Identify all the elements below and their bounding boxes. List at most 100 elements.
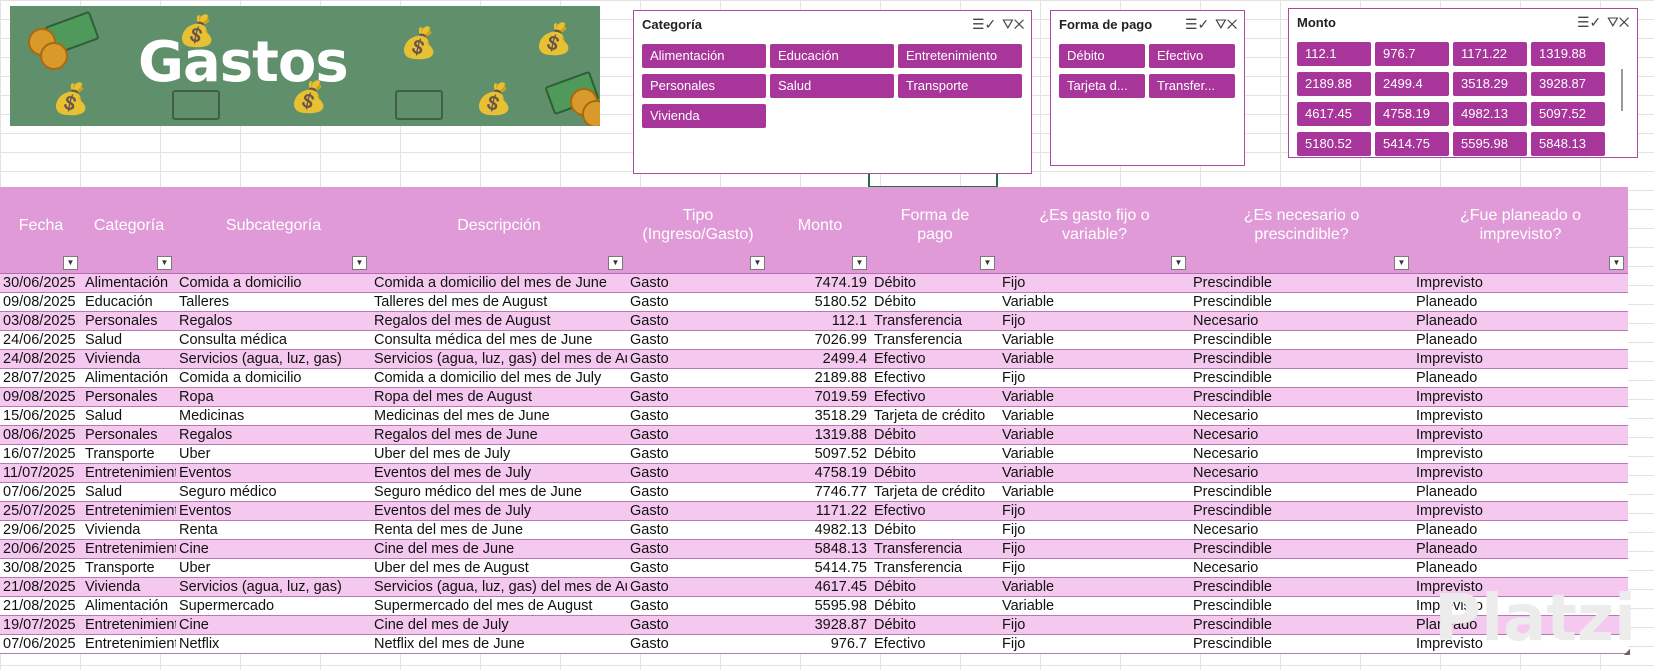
cell-tipo[interactable]: Gasto xyxy=(630,636,669,652)
cell-es-necesario-o[interactable]: Prescindible xyxy=(1193,617,1272,633)
cell-subcategoria[interactable]: Ropa xyxy=(179,389,214,405)
cell-es-gasto-fijo-o[interactable]: Fijo xyxy=(1002,313,1026,329)
cell-fecha[interactable]: 15/06/2025 xyxy=(3,408,76,424)
cell-es-necesario-o[interactable]: Prescindible xyxy=(1193,636,1272,652)
cell-subcategoria[interactable]: Renta xyxy=(179,522,218,538)
multiselect-icon[interactable]: ☰✓ xyxy=(972,16,997,32)
cell-tipo[interactable]: Gasto xyxy=(630,465,669,481)
cell-descripcion[interactable]: Supermercado del mes de August xyxy=(374,598,593,614)
cell-tipo[interactable]: Gasto xyxy=(630,408,669,424)
cell-monto[interactable]: 1319.88 xyxy=(814,427,867,443)
cell-fecha[interactable]: 09/08/2025 xyxy=(3,389,76,405)
cell-forma-de[interactable]: Débito xyxy=(874,427,916,443)
column-header-forma-de[interactable]: Forma de pago xyxy=(871,187,999,273)
cell-tipo[interactable]: Gasto xyxy=(630,313,669,329)
cell-categoria[interactable]: Entretenimiento xyxy=(85,636,176,652)
cell-fue-planeado-o[interactable]: Imprevisto xyxy=(1416,351,1483,367)
column-header-es-necesario-o[interactable]: ¿Es necesario o prescindible? xyxy=(1190,187,1413,273)
cell-forma-de[interactable]: Débito xyxy=(874,579,916,595)
cell-categoria[interactable]: Personales xyxy=(85,313,158,329)
cell-descripcion[interactable]: Uber del mes de July xyxy=(374,446,511,462)
cell-subcategoria[interactable]: Comida a domicilio xyxy=(179,370,302,386)
cell-forma-de[interactable]: Débito xyxy=(874,294,916,310)
cell-forma-de[interactable]: Efectivo xyxy=(874,389,926,405)
cell-fue-planeado-o[interactable]: Planeado xyxy=(1416,484,1478,500)
cell-es-gasto-fijo-o[interactable]: Fijo xyxy=(1002,522,1026,538)
cell-subcategoria[interactable]: Eventos xyxy=(179,465,232,481)
cell-es-gasto-fijo-o[interactable]: Variable xyxy=(1002,598,1055,614)
slicer-item-monto[interactable]: 5414.75 xyxy=(1375,132,1449,156)
cell-monto[interactable]: 5595.98 xyxy=(814,598,867,614)
cell-es-gasto-fijo-o[interactable]: Variable xyxy=(1002,579,1055,595)
slicer-item-monto[interactable]: 2499.4 xyxy=(1375,72,1449,96)
cell-fecha[interactable]: 09/08/2025 xyxy=(3,294,76,310)
cell-monto[interactable]: 7746.77 xyxy=(814,484,867,500)
cell-subcategoria[interactable]: Eventos xyxy=(179,503,232,519)
filter-dropdown-icon[interactable]: ▼ xyxy=(750,256,765,270)
cell-descripcion[interactable]: Cine del mes de July xyxy=(374,617,509,633)
cell-fecha[interactable]: 30/08/2025 xyxy=(3,560,76,576)
cell-es-necesario-o[interactable]: Prescindible xyxy=(1193,484,1272,500)
cell-subcategoria[interactable]: Consulta médica xyxy=(179,332,287,348)
slicer-item-transporte[interactable]: Transporte xyxy=(898,74,1022,98)
cell-monto[interactable]: 976.7 xyxy=(830,636,867,652)
cell-fecha[interactable]: 07/06/2025 xyxy=(3,636,76,652)
clear-filter-icon[interactable]: ⛛✕ xyxy=(1215,16,1238,32)
cell-tipo[interactable]: Gasto xyxy=(630,275,669,291)
cell-es-necesario-o[interactable]: Prescindible xyxy=(1193,294,1272,310)
cell-descripcion[interactable]: Servicios (agua, luz, gas) del mes de Au… xyxy=(374,351,627,367)
cell-tipo[interactable]: Gasto xyxy=(630,351,669,367)
cell-descripcion[interactable]: Eventos del mes de July xyxy=(374,465,532,481)
cell-fue-planeado-o[interactable]: Imprevisto xyxy=(1416,503,1483,519)
slicer-item-vivienda[interactable]: Vivienda xyxy=(642,104,766,128)
cell-fecha[interactable]: 24/06/2025 xyxy=(3,332,76,348)
cell-forma-de[interactable]: Débito xyxy=(874,598,916,614)
cell-forma-de[interactable]: Débito xyxy=(874,446,916,462)
cell-forma-de[interactable]: Tarjeta de crédito xyxy=(874,408,986,424)
slicer-item-entretenimiento[interactable]: Entretenimiento xyxy=(898,44,1022,68)
cell-monto[interactable]: 5848.13 xyxy=(814,541,867,557)
slicer-item-monto[interactable]: 5595.98 xyxy=(1453,132,1527,156)
cell-es-gasto-fijo-o[interactable]: Variable xyxy=(1002,351,1055,367)
cell-fue-planeado-o[interactable]: Planeado xyxy=(1416,313,1478,329)
cell-descripcion[interactable]: Netflix del mes de June xyxy=(374,636,525,652)
cell-descripcion[interactable]: Cine del mes de June xyxy=(374,541,515,557)
cell-subcategoria[interactable]: Cine xyxy=(179,617,209,633)
slicer-item-salud[interactable]: Salud xyxy=(770,74,894,98)
cell-subcategoria[interactable]: Talleres xyxy=(179,294,229,310)
slicer-item-monto[interactable]: 5180.52 xyxy=(1297,132,1371,156)
cell-fecha[interactable]: 30/06/2025 xyxy=(3,275,76,291)
cell-fue-planeado-o[interactable]: Imprevisto xyxy=(1416,598,1483,614)
cell-es-necesario-o[interactable]: Necesario xyxy=(1193,522,1259,538)
cell-subcategoria[interactable]: Supermercado xyxy=(179,598,275,614)
cell-fue-planeado-o[interactable]: Imprevisto xyxy=(1416,636,1483,652)
cell-tipo[interactable]: Gasto xyxy=(630,294,669,310)
cell-subcategoria[interactable]: Servicios (agua, luz, gas) xyxy=(179,579,342,595)
cell-fecha[interactable]: 11/07/2025 xyxy=(3,465,75,481)
cell-fecha[interactable]: 20/06/2025 xyxy=(3,541,76,557)
cell-fue-planeado-o[interactable]: Planeado xyxy=(1416,522,1478,538)
cell-es-necesario-o[interactable]: Prescindible xyxy=(1193,598,1272,614)
cell-es-necesario-o[interactable]: Prescindible xyxy=(1193,541,1272,557)
cell-forma-de[interactable]: Tarjeta de crédito xyxy=(874,484,986,500)
slicer-item-alimentacion[interactable]: Alimentación xyxy=(642,44,766,68)
table-resize-handle[interactable]: ◢ xyxy=(1623,647,1630,656)
cell-descripcion[interactable]: Eventos del mes de July xyxy=(374,503,532,519)
cell-forma-de[interactable]: Transferencia xyxy=(874,332,963,348)
cell-descripcion[interactable]: Comida a domicilio del mes de July xyxy=(374,370,602,386)
cell-es-necesario-o[interactable]: Necesario xyxy=(1193,427,1259,443)
cell-tipo[interactable]: Gasto xyxy=(630,541,669,557)
cell-categoria[interactable]: Educación xyxy=(85,294,153,310)
slicer-item-monto[interactable]: 976.7 xyxy=(1375,42,1449,66)
clear-filter-icon[interactable]: ⛛✕ xyxy=(1002,16,1025,32)
cell-es-necesario-o[interactable]: Necesario xyxy=(1193,408,1259,424)
filter-dropdown-icon[interactable]: ▼ xyxy=(608,256,623,270)
cell-categoria[interactable]: Alimentación xyxy=(85,598,169,614)
cell-fue-planeado-o[interactable]: Planeado xyxy=(1416,541,1478,557)
cell-monto[interactable]: 5414.75 xyxy=(814,560,867,576)
cell-categoria[interactable]: Entretenimiento xyxy=(85,465,176,481)
cell-categoria[interactable]: Transporte xyxy=(85,446,155,462)
cell-monto[interactable]: 2189.88 xyxy=(814,370,867,386)
slicer-item-monto[interactable]: 5097.52 xyxy=(1531,102,1605,126)
slicer-item-monto[interactable]: 3518.29 xyxy=(1453,72,1527,96)
